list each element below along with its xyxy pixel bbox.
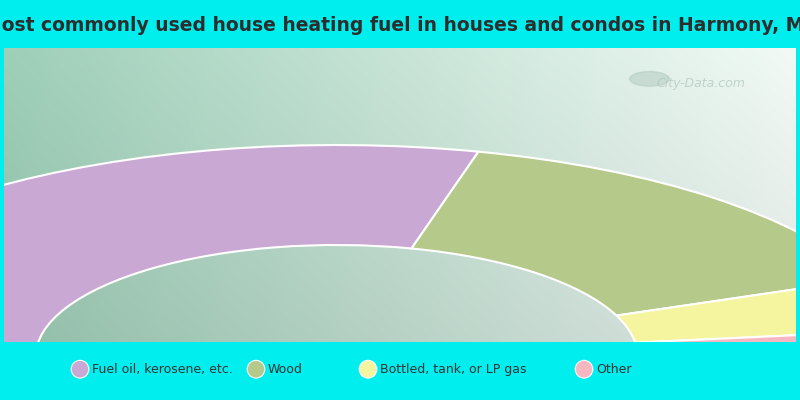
Ellipse shape <box>575 360 593 378</box>
Wedge shape <box>635 330 800 357</box>
Text: Other: Other <box>596 363 631 376</box>
Ellipse shape <box>71 360 89 378</box>
Circle shape <box>630 72 670 86</box>
Ellipse shape <box>359 360 377 378</box>
Ellipse shape <box>247 360 265 378</box>
Text: Fuel oil, kerosene, etc.: Fuel oil, kerosene, etc. <box>92 363 233 376</box>
Wedge shape <box>411 152 800 316</box>
Text: Most commonly used house heating fuel in houses and condos in Harmony, ME: Most commonly used house heating fuel in… <box>0 16 800 36</box>
Wedge shape <box>617 279 800 343</box>
Wedge shape <box>0 145 478 357</box>
Text: City-Data.com: City-Data.com <box>657 77 746 90</box>
Text: Wood: Wood <box>268 363 303 376</box>
Text: Bottled, tank, or LP gas: Bottled, tank, or LP gas <box>380 363 526 376</box>
